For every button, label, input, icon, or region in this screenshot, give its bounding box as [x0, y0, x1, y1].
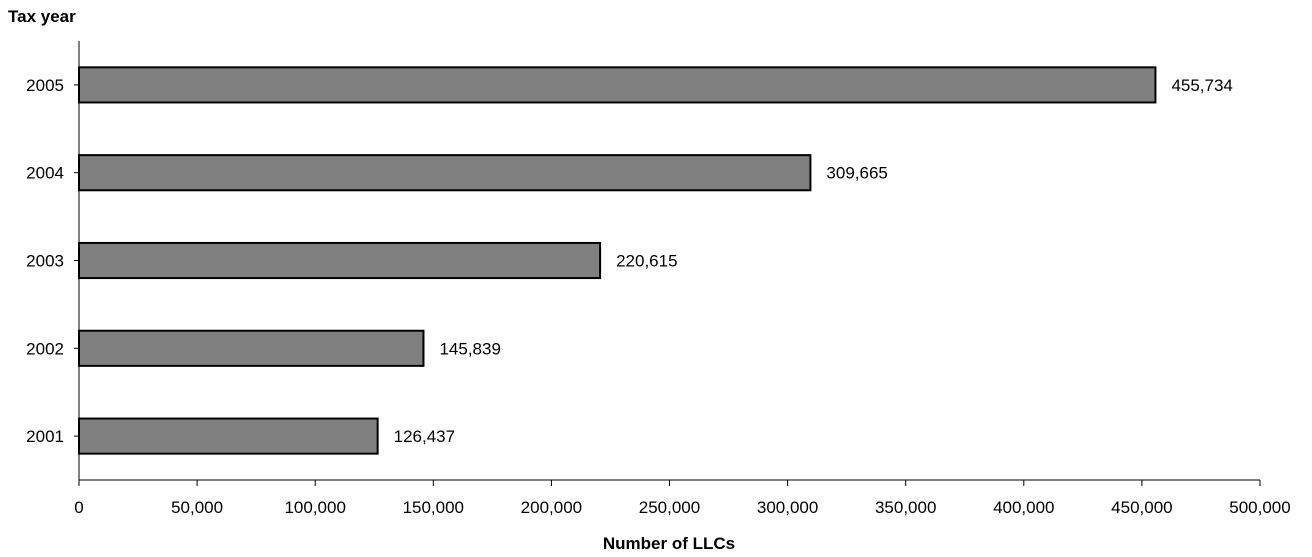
x-tick-label-150000: 150,000 — [403, 498, 464, 517]
category-label-2005: 2005 — [26, 76, 64, 95]
bar-2002 — [78, 329, 425, 367]
x-tick-label-450000: 450,000 — [1111, 498, 1172, 517]
bars-layer: 2005 455,734 2004 309,665 2003 220,615 2002 145… — [26, 66, 1233, 455]
data-label-2005: 455,734 — [1171, 76, 1232, 95]
category-label-2001: 2001 — [26, 427, 64, 446]
x-tick-label-350000: 350,000 — [875, 498, 936, 517]
x-tick-label-200000: 200,000 — [521, 498, 582, 517]
bar-2003 — [78, 241, 602, 280]
x-ticks-layer: 0 50,000 100,000 150,000 200,000 250,000 300,0… — [74, 480, 1291, 517]
y-axis-title: Tax year — [8, 7, 76, 26]
x-tick-label-50000: 50,000 — [171, 498, 223, 517]
x-tick-label-100000: 100,000 — [284, 498, 345, 517]
x-tick-label-250000: 250,000 — [639, 498, 700, 517]
bar-2004 — [78, 154, 812, 192]
bar-2001 — [78, 417, 379, 455]
x-tick-label-500000: 500,000 — [1229, 498, 1290, 517]
data-label-2001: 126,437 — [394, 427, 455, 446]
bar-2005 — [78, 66, 1157, 104]
data-label-2004: 309,665 — [826, 164, 887, 183]
category-label-2004: 2004 — [26, 164, 64, 183]
x-tick-label-400000: 400,000 — [993, 498, 1054, 517]
category-label-2002: 2002 — [26, 339, 64, 358]
data-label-2002: 145,839 — [439, 339, 500, 358]
x-tick-label-0: 0 — [74, 498, 83, 517]
x-tick-label-300000: 300,000 — [757, 498, 818, 517]
data-label-2003: 220,615 — [616, 252, 677, 271]
x-axis-title: Number of LLCs — [603, 534, 735, 553]
category-label-2003: 2003 — [26, 252, 64, 271]
